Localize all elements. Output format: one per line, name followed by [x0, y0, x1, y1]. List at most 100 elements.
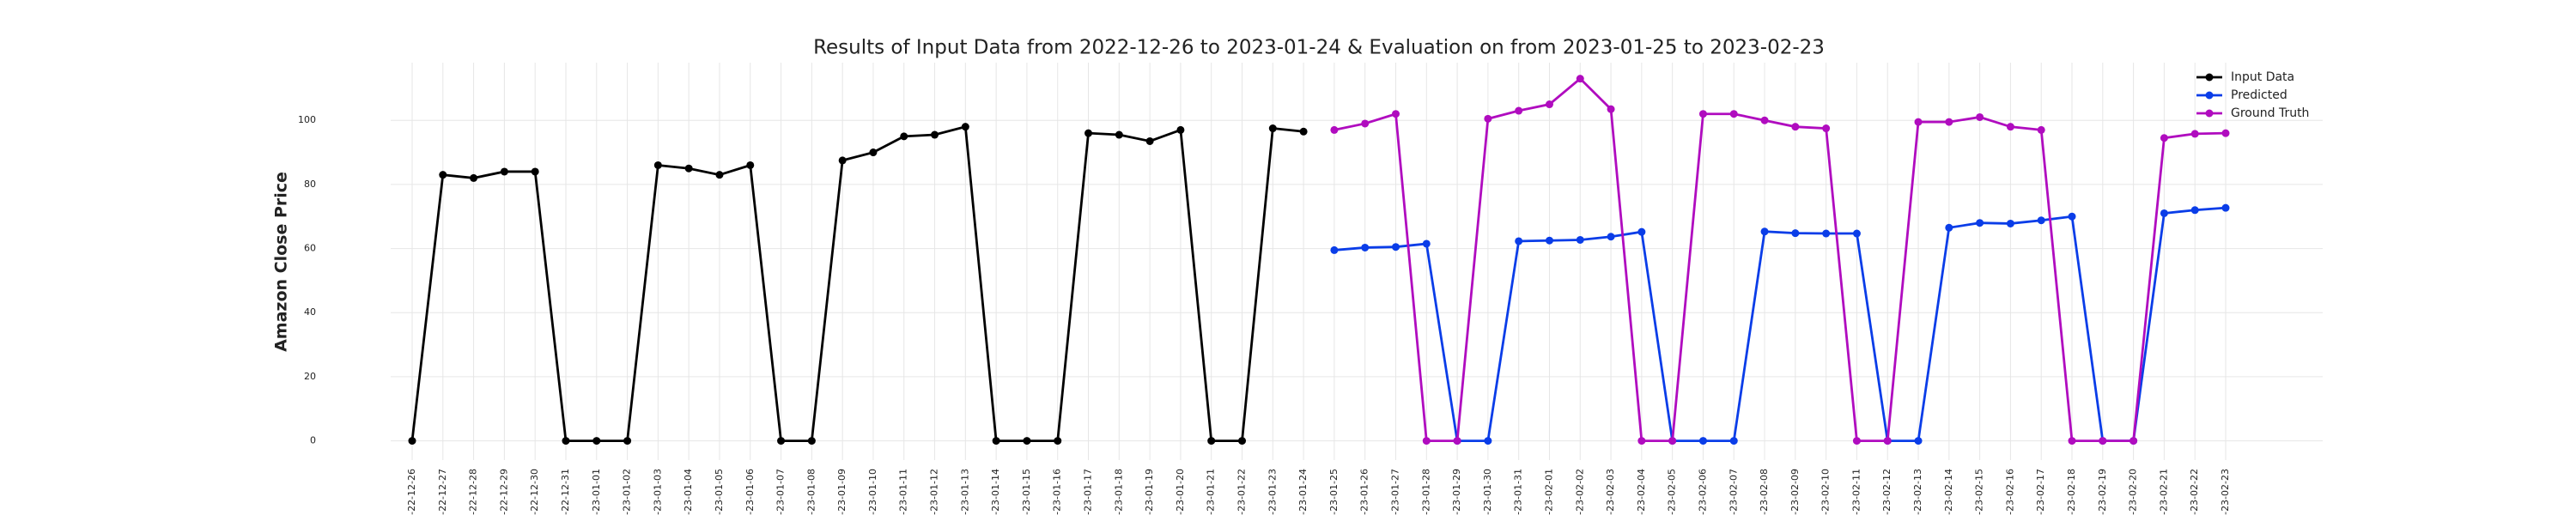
data-point — [592, 437, 601, 445]
data-point — [2099, 437, 2107, 445]
x-tick-label: -23-02-03 — [1605, 469, 1616, 515]
data-point — [1637, 227, 1646, 236]
x-tick-label: -23-02-13 — [1912, 469, 1923, 515]
x-tick-label: -23-01-03 — [652, 469, 663, 515]
data-point — [408, 437, 416, 445]
x-tick-label: -23-01-26 — [1359, 469, 1370, 515]
x-tick-label: -23-01-15 — [1021, 469, 1032, 515]
data-point — [1545, 236, 1553, 245]
data-point — [1822, 229, 1831, 238]
data-point — [1576, 235, 1584, 244]
data-point — [1760, 116, 1769, 124]
data-point — [2190, 206, 2199, 215]
data-point — [1760, 227, 1769, 236]
x-tick-label: -23-02-10 — [1820, 469, 1832, 515]
x-tick-label: -23-01-12 — [929, 469, 940, 515]
x-tick-label: -23-02-20 — [2128, 469, 2139, 515]
data-point — [777, 437, 786, 445]
data-point — [2221, 129, 2230, 137]
x-tick-label: -23-02-04 — [1636, 469, 1647, 515]
data-point — [961, 123, 969, 131]
data-point — [1945, 118, 1953, 126]
x-tick-label: -23-02-22 — [2189, 469, 2200, 515]
y-tick-label: 20 — [304, 371, 316, 382]
x-tick-label: -23-01-14 — [990, 469, 1001, 515]
x-tick-label: -23-01-01 — [591, 469, 602, 515]
data-point — [1330, 125, 1339, 134]
data-point — [2068, 212, 2076, 221]
data-point — [1515, 106, 1523, 115]
data-point — [2129, 437, 2138, 445]
x-tick-label: -23-02-11 — [1850, 469, 1862, 515]
x-tick-label: -22-12-26 — [406, 469, 417, 515]
x-tick-label: -23-02-12 — [1881, 469, 1893, 515]
x-tick-label: -23-02-05 — [1667, 469, 1678, 515]
data-point — [838, 156, 847, 165]
data-point — [1637, 437, 1646, 445]
series-line — [410, 124, 1304, 442]
data-point — [1914, 437, 1923, 445]
data-point — [1791, 229, 1800, 238]
data-point — [500, 167, 508, 176]
x-tick-label: -23-01-30 — [1482, 469, 1493, 515]
data-point — [1729, 437, 1738, 445]
data-point — [2160, 134, 2168, 142]
y-axis-label: Amazon Close Price — [272, 172, 291, 352]
y-tick-label: 80 — [304, 179, 316, 190]
data-point — [1729, 110, 1738, 118]
data-point — [1453, 437, 1461, 445]
x-tick-label: -23-01-08 — [805, 469, 817, 515]
series-line — [1334, 206, 2227, 442]
x-tick-label: -23-02-21 — [2158, 469, 2169, 515]
chart-title: Results of Input Data from 2022-12-26 to… — [813, 37, 1825, 59]
y-tick-label: 0 — [310, 435, 316, 446]
x-tick-label: -23-02-19 — [2097, 469, 2108, 515]
x-tick-label: -22-12-30 — [529, 469, 540, 515]
data-point — [470, 173, 478, 182]
x-tick-label: -22-12-28 — [468, 469, 479, 515]
data-point — [2006, 219, 2014, 227]
x-tick-label: -23-01-27 — [1389, 469, 1400, 515]
data-point — [992, 437, 1000, 445]
data-point — [1023, 437, 1031, 445]
legend-label: Input Data — [2231, 70, 2294, 84]
x-tick-label: -23-01-13 — [959, 469, 970, 515]
data-point — [900, 132, 908, 141]
data-point — [2037, 216, 2045, 225]
data-point — [1668, 437, 1677, 445]
data-point — [2006, 123, 2014, 131]
x-tick-label: -23-01-18 — [1113, 469, 1124, 515]
x-tick-label: -23-02-23 — [2220, 469, 2231, 515]
x-tick-label: -23-01-02 — [622, 469, 633, 515]
legend-marker — [2205, 91, 2214, 100]
x-tick-label: -23-02-17 — [2035, 469, 2046, 515]
data-point — [1391, 243, 1400, 251]
x-tick-label: -23-01-19 — [1144, 469, 1155, 515]
data-point — [2037, 125, 2045, 134]
data-point — [1698, 110, 1707, 118]
data-point — [684, 164, 693, 173]
x-tick-label: -23-01-07 — [775, 469, 787, 515]
data-point — [1822, 124, 1831, 133]
x-tick-label: -23-02-15 — [1974, 469, 1985, 515]
data-point — [1330, 245, 1339, 254]
data-point — [1852, 437, 1861, 445]
data-point — [715, 171, 724, 179]
x-tick-label: -23-02-01 — [1543, 469, 1554, 515]
data-point — [2190, 130, 2199, 138]
y-tick-label: 100 — [298, 114, 316, 125]
y-tick-label: 40 — [304, 306, 316, 318]
data-point — [1115, 130, 1123, 139]
data-point — [1361, 243, 1370, 251]
data-point — [931, 130, 939, 139]
data-point — [1698, 437, 1707, 445]
x-tick-label: -23-01-09 — [836, 469, 848, 515]
legend-marker — [2205, 109, 2214, 118]
data-point — [562, 437, 570, 445]
data-point — [653, 161, 662, 169]
data-point — [1484, 437, 1492, 445]
data-point — [1422, 437, 1431, 445]
x-tick-label: -23-01-23 — [1267, 469, 1278, 515]
x-tick-label: -23-01-25 — [1328, 469, 1340, 515]
